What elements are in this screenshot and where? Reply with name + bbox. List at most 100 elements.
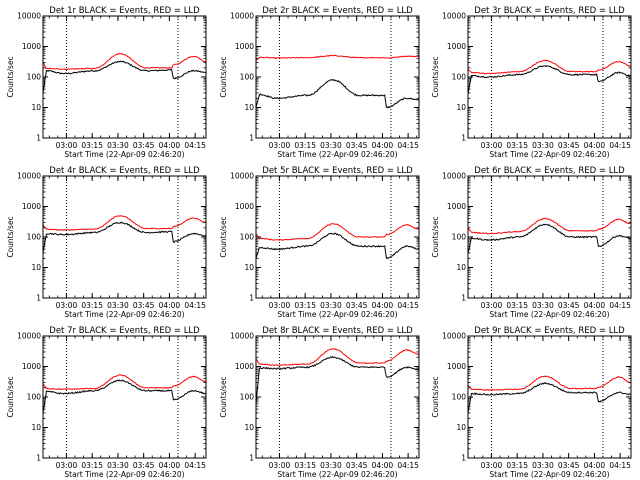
events-series-line xyxy=(42,221,207,253)
x-tick-label: 03:45 xyxy=(133,301,155,310)
y-tick-label: 100 xyxy=(27,393,42,402)
x-tick-label: 04:15 xyxy=(609,141,631,150)
plot-frame xyxy=(42,15,207,139)
x-tick-label: 04:00 xyxy=(372,301,394,310)
y-tick-label: 10000 xyxy=(442,332,466,341)
y-tick-label: 10 xyxy=(244,263,254,272)
y-tick-label: 100 xyxy=(452,233,467,242)
y-tick-label: 1000 xyxy=(22,42,41,51)
x-tick-label: 04:00 xyxy=(584,301,606,310)
lld-series-line xyxy=(467,375,632,391)
x-tick-label: 03:00 xyxy=(56,301,78,310)
y-axis-label: Counts/sec xyxy=(219,56,228,97)
x-tick-label: 03:30 xyxy=(107,461,129,470)
y-tick-label: 1 xyxy=(461,134,466,143)
x-tick-label: 04:00 xyxy=(159,301,181,310)
x-tick-label: 03:45 xyxy=(133,141,155,150)
x-axis-label: Start Time (22-Apr-09 02:46:20) xyxy=(64,470,184,479)
x-tick-label: 04:00 xyxy=(372,461,394,470)
x-axis-label: Start Time (22-Apr-09 02:46:20) xyxy=(277,470,397,479)
x-tick-label: 04:15 xyxy=(397,141,419,150)
y-tick-label: 10000 xyxy=(17,12,41,21)
x-tick-label: 04:15 xyxy=(184,141,206,150)
y-tick-label: 1000 xyxy=(22,362,41,371)
plot-frame xyxy=(467,335,632,459)
events-series-line xyxy=(467,65,632,94)
lld-series-line xyxy=(255,223,420,241)
y-tick-label: 10 xyxy=(31,103,41,112)
x-axis-label: Start Time (22-Apr-09 02:46:20) xyxy=(277,310,397,319)
x-tick-label: 04:00 xyxy=(159,461,181,470)
y-tick-label: 10000 xyxy=(442,12,466,21)
x-tick-label: 03:00 xyxy=(481,141,503,150)
y-tick-label: 100 xyxy=(27,233,42,242)
panel-title: Det 5r BLACK = Events, RED = LLD xyxy=(262,166,413,176)
x-tick-label: 03:00 xyxy=(481,301,503,310)
x-axis-label: Start Time (22-Apr-09 02:46:20) xyxy=(489,470,609,479)
detector-panel-2: Det 2r BLACK = Events, RED = LLD 1 10 100 10… xyxy=(219,6,420,159)
y-tick-label: 10 xyxy=(31,263,41,272)
y-axis-label: Counts/sec xyxy=(6,216,15,257)
y-tick-label: 1 xyxy=(36,134,41,143)
x-axis-label: Start Time (22-Apr-09 02:46:20) xyxy=(64,150,184,159)
x-tick-label: 03:30 xyxy=(320,301,342,310)
y-tick-label: 100 xyxy=(240,393,255,402)
x-tick-label: 03:00 xyxy=(481,461,503,470)
y-tick-label: 10000 xyxy=(442,172,466,181)
x-tick-label: 03:15 xyxy=(81,141,103,150)
x-tick-label: 03:45 xyxy=(346,461,368,470)
y-axis-label: Counts/sec xyxy=(431,56,440,97)
lld-series-line xyxy=(467,217,632,235)
x-tick-label: 03:15 xyxy=(81,461,103,470)
panel-title: Det 2r BLACK = Events, RED = LLD xyxy=(262,6,413,16)
x-tick-label: 04:15 xyxy=(609,301,631,310)
x-tick-label: 04:00 xyxy=(584,141,606,150)
plot-frame xyxy=(467,175,632,299)
events-series-line xyxy=(255,78,420,109)
x-tick-label: 03:45 xyxy=(558,141,580,150)
events-series-line xyxy=(42,60,207,93)
y-tick-label: 10000 xyxy=(230,12,254,21)
y-tick-label: 1000 xyxy=(235,362,254,371)
y-tick-label: 1 xyxy=(249,294,254,303)
y-tick-label: 1 xyxy=(36,294,41,303)
lld-series-line xyxy=(255,54,420,61)
y-tick-label: 100 xyxy=(452,73,467,82)
x-tick-label: 03:30 xyxy=(532,301,554,310)
y-axis-label: Counts/sec xyxy=(431,216,440,257)
panel-title: Det 4r BLACK = Events, RED = LLD xyxy=(49,166,200,176)
y-tick-label: 10000 xyxy=(17,172,41,181)
x-tick-label: 03:15 xyxy=(506,141,528,150)
panel-title: Det 7r BLACK = Events, RED = LLD xyxy=(49,326,200,336)
x-tick-label: 04:00 xyxy=(584,461,606,470)
plot-frame xyxy=(42,175,207,299)
x-tick-label: 03:00 xyxy=(269,301,291,310)
y-tick-label: 10 xyxy=(456,263,466,272)
y-tick-label: 1 xyxy=(461,294,466,303)
panel-title: Det 6r BLACK = Events, RED = LLD xyxy=(474,166,625,176)
y-axis-label: Counts/sec xyxy=(6,376,15,417)
detector-panel-4: Det 4r BLACK = Events, RED = LLD 1 10 100 10… xyxy=(6,166,207,319)
x-tick-label: 04:15 xyxy=(184,461,206,470)
y-tick-label: 10 xyxy=(456,423,466,432)
x-tick-label: 04:00 xyxy=(159,141,181,150)
x-tick-label: 03:15 xyxy=(506,461,528,470)
y-tick-label: 100 xyxy=(240,73,255,82)
detector-panel-5: Det 5r BLACK = Events, RED = LLD 1 10 100 10… xyxy=(219,166,420,319)
x-tick-label: 03:45 xyxy=(558,461,580,470)
panel-title: Det 1r BLACK = Events, RED = LLD xyxy=(49,6,200,16)
x-tick-label: 04:15 xyxy=(609,461,631,470)
x-tick-label: 03:15 xyxy=(294,461,316,470)
x-tick-label: 04:15 xyxy=(184,301,206,310)
y-tick-label: 1000 xyxy=(235,42,254,51)
x-axis-label: Start Time (22-Apr-09 02:46:20) xyxy=(489,310,609,319)
plot-frame xyxy=(255,175,420,299)
y-tick-label: 1000 xyxy=(447,362,466,371)
y-tick-label: 1 xyxy=(249,454,254,463)
y-tick-label: 100 xyxy=(452,393,467,402)
x-tick-label: 03:30 xyxy=(532,141,554,150)
y-tick-label: 10000 xyxy=(230,332,254,341)
x-tick-label: 03:45 xyxy=(558,301,580,310)
x-axis-label: Start Time (22-Apr-09 02:46:20) xyxy=(64,310,184,319)
detector-panel-8: Det 8r BLACK = Events, RED = LLD 1 10 100 10… xyxy=(219,326,420,479)
